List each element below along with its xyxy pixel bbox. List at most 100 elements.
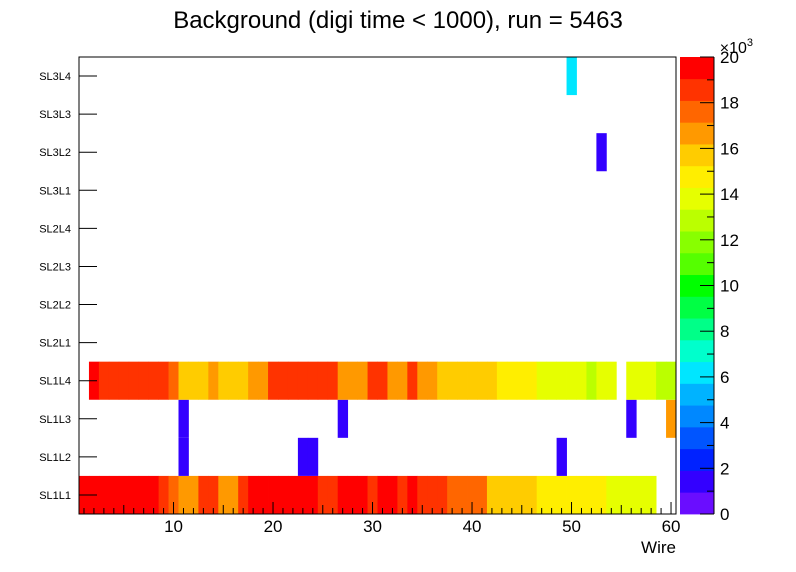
heatmap-cell xyxy=(646,361,657,400)
color-scale-band xyxy=(680,470,714,493)
heatmap-cell xyxy=(178,475,189,514)
heatmap-cell xyxy=(477,361,488,400)
heatmap-cell xyxy=(437,361,448,400)
x-tick-label: 40 xyxy=(463,517,482,536)
heatmap-cell xyxy=(646,475,657,514)
heatmap-cell xyxy=(268,361,279,400)
heatmap-cell xyxy=(397,361,408,400)
z-tick-label: 0 xyxy=(720,505,729,524)
z-multiplier: ×10 xyxy=(720,40,747,57)
z-axis-exponent: ×103 xyxy=(720,37,753,57)
color-scale-band xyxy=(680,492,714,515)
heatmap-cell xyxy=(447,475,458,514)
heatmap-cell xyxy=(437,475,448,514)
heatmap-cell xyxy=(457,361,468,400)
heatmap-cell xyxy=(616,475,627,514)
y-tick-label: SL1L1 xyxy=(39,490,71,502)
color-scale-band xyxy=(680,448,714,471)
y-tick-label: SL1L4 xyxy=(39,376,71,388)
heatmap-cell xyxy=(317,475,329,514)
heatmap-cell xyxy=(297,437,309,476)
heatmap-cell xyxy=(278,361,289,400)
heatmap-cell xyxy=(188,361,199,400)
heatmap-cell xyxy=(258,475,269,514)
color-scale-band xyxy=(680,383,714,406)
heatmap-cell xyxy=(566,475,577,514)
heatmap-cell xyxy=(218,475,229,514)
z-exponent: 3 xyxy=(747,37,753,49)
heatmap-cell xyxy=(307,361,319,400)
heatmap-cell xyxy=(357,475,368,514)
heatmap-cell xyxy=(307,475,319,514)
heatmap-cell xyxy=(596,133,607,172)
heatmap-cell xyxy=(287,361,299,400)
heatmap-cell xyxy=(626,361,637,400)
heatmap-cell xyxy=(496,475,508,514)
heatmap-cell xyxy=(546,361,557,400)
heatmap-cell xyxy=(526,475,538,514)
heatmap-cell xyxy=(148,361,159,400)
color-scale-band xyxy=(680,318,714,341)
heatmap-cell xyxy=(198,475,209,514)
heatmap-cell xyxy=(516,361,528,400)
heatmap-cell xyxy=(98,361,110,400)
heatmap-cell xyxy=(208,361,219,400)
heatmap-cell xyxy=(347,475,358,514)
y-tick-label: SL2L2 xyxy=(39,300,71,312)
heatmap-cell xyxy=(556,437,567,476)
color-scale-band xyxy=(680,209,714,232)
heatmap-cell xyxy=(586,361,597,400)
heatmap-cell xyxy=(208,475,219,514)
y-tick-label: SL1L2 xyxy=(39,452,71,464)
heatmap-cell xyxy=(337,361,349,400)
y-tick-label: SL1L3 xyxy=(39,414,71,426)
heatmap-cell xyxy=(457,475,468,514)
heatmap-cell xyxy=(596,361,607,400)
z-tick-label: 20 xyxy=(720,48,739,67)
x-tick-label: 50 xyxy=(562,517,581,536)
z-tick-label: 12 xyxy=(720,231,739,250)
y-tick-label: SL2L4 xyxy=(39,223,71,235)
y-tick-label: SL3L4 xyxy=(39,71,71,83)
heatmap-cell xyxy=(148,475,159,514)
z-tick-label: 16 xyxy=(720,139,739,158)
heatmap-cell xyxy=(536,475,548,514)
heatmap-cell xyxy=(108,361,120,400)
heatmap-cell xyxy=(128,475,140,514)
heatmap-cell xyxy=(307,437,319,476)
heatmap-cell xyxy=(407,475,418,514)
heatmap-cell xyxy=(108,475,120,514)
heatmap-cell xyxy=(596,475,607,514)
color-scale-band xyxy=(680,252,714,276)
heatmap-cell xyxy=(258,361,269,400)
color-scale-band xyxy=(680,405,714,428)
heatmap-cell xyxy=(287,475,299,514)
color-scale-band xyxy=(680,57,714,80)
heatmap-cell xyxy=(347,361,358,400)
x-tick-label: 60 xyxy=(662,517,681,536)
x-tick-label: 10 xyxy=(164,517,183,536)
color-scale-band xyxy=(680,339,714,363)
z-tick-label: 2 xyxy=(720,459,729,478)
heatmap-cell xyxy=(427,361,438,400)
heatmap-cell xyxy=(447,361,458,400)
heatmap-cell xyxy=(666,361,677,400)
heatmap-cell xyxy=(178,437,189,476)
heatmap-cell xyxy=(666,399,677,438)
z-tick-label: 4 xyxy=(720,414,729,433)
heatmap-cell xyxy=(417,361,428,400)
color-scale-band xyxy=(680,426,714,450)
color-scale-band xyxy=(680,144,714,167)
heatmap-cell xyxy=(626,399,637,438)
heatmap-cell xyxy=(367,475,378,514)
color-scale-band xyxy=(680,361,714,384)
heatmap-cell xyxy=(656,361,667,400)
heatmap-cell xyxy=(417,475,428,514)
x-tick-label: 30 xyxy=(363,517,382,536)
heatmap-cell xyxy=(387,475,398,514)
heatmap-cell xyxy=(467,361,478,400)
heatmap-cell xyxy=(576,475,587,514)
color-scale: 0 2 4 6 8 10 12 14 16 18 20 xyxy=(680,48,739,524)
x-axis: 10 20 30 40 50 60 xyxy=(83,502,681,536)
